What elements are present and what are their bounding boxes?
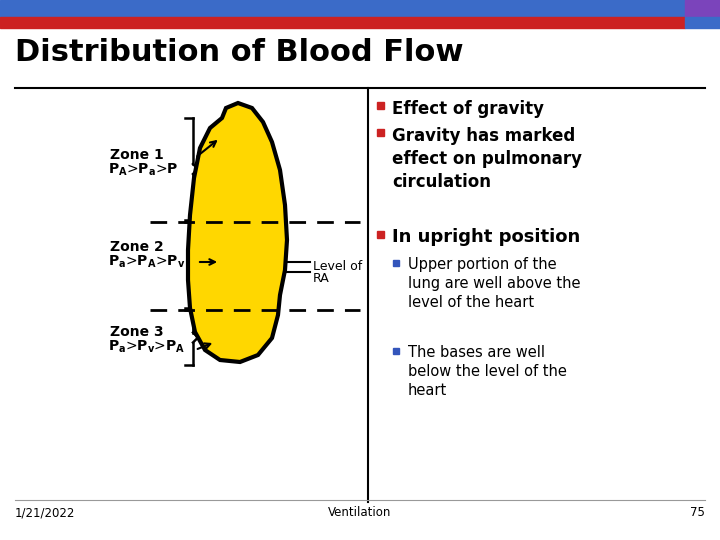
Text: Upper portion of the
lung are well above the
level of the heart: Upper portion of the lung are well above… <box>408 257 580 310</box>
Bar <box>393 260 399 266</box>
Text: $\mathbf{P_a}$>$\mathbf{P_A}$>$\mathbf{P_v}$: $\mathbf{P_a}$>$\mathbf{P_A}$>$\mathbf{P… <box>108 254 185 271</box>
Text: Ventilation: Ventilation <box>328 506 392 519</box>
Text: RA: RA <box>313 272 330 285</box>
Text: Zone 1: Zone 1 <box>110 148 163 162</box>
Text: 1/21/2022: 1/21/2022 <box>15 506 76 519</box>
Bar <box>393 348 399 354</box>
Text: Zone 2: Zone 2 <box>110 240 163 254</box>
Text: 75: 75 <box>690 506 705 519</box>
Bar <box>377 129 384 136</box>
Text: The bases are well
below the level of the
heart: The bases are well below the level of th… <box>408 345 567 399</box>
Text: In upright position: In upright position <box>392 228 580 246</box>
Bar <box>685 0 720 17</box>
Bar <box>377 231 384 238</box>
Text: Zone 3: Zone 3 <box>110 325 163 339</box>
Text: Level of: Level of <box>313 260 362 273</box>
Text: Gravity has marked
effect on pulmonary
circulation: Gravity has marked effect on pulmonary c… <box>392 127 582 191</box>
Text: Distribution of Blood Flow: Distribution of Blood Flow <box>15 38 464 67</box>
Text: $\mathbf{P_A}$>$\mathbf{P_a}$>$\mathbf{P}$: $\mathbf{P_A}$>$\mathbf{P_a}$>$\mathbf{P… <box>108 162 179 178</box>
Text: Effect of gravity: Effect of gravity <box>392 100 544 118</box>
Text: $\mathbf{P_a}$>$\mathbf{P_v}$>$\mathbf{P_A}$: $\mathbf{P_a}$>$\mathbf{P_v}$>$\mathbf{P… <box>108 339 185 355</box>
Polygon shape <box>188 103 287 362</box>
Bar <box>377 102 384 109</box>
Bar <box>685 17 720 28</box>
Bar <box>0 0 685 17</box>
Bar <box>0 17 685 28</box>
